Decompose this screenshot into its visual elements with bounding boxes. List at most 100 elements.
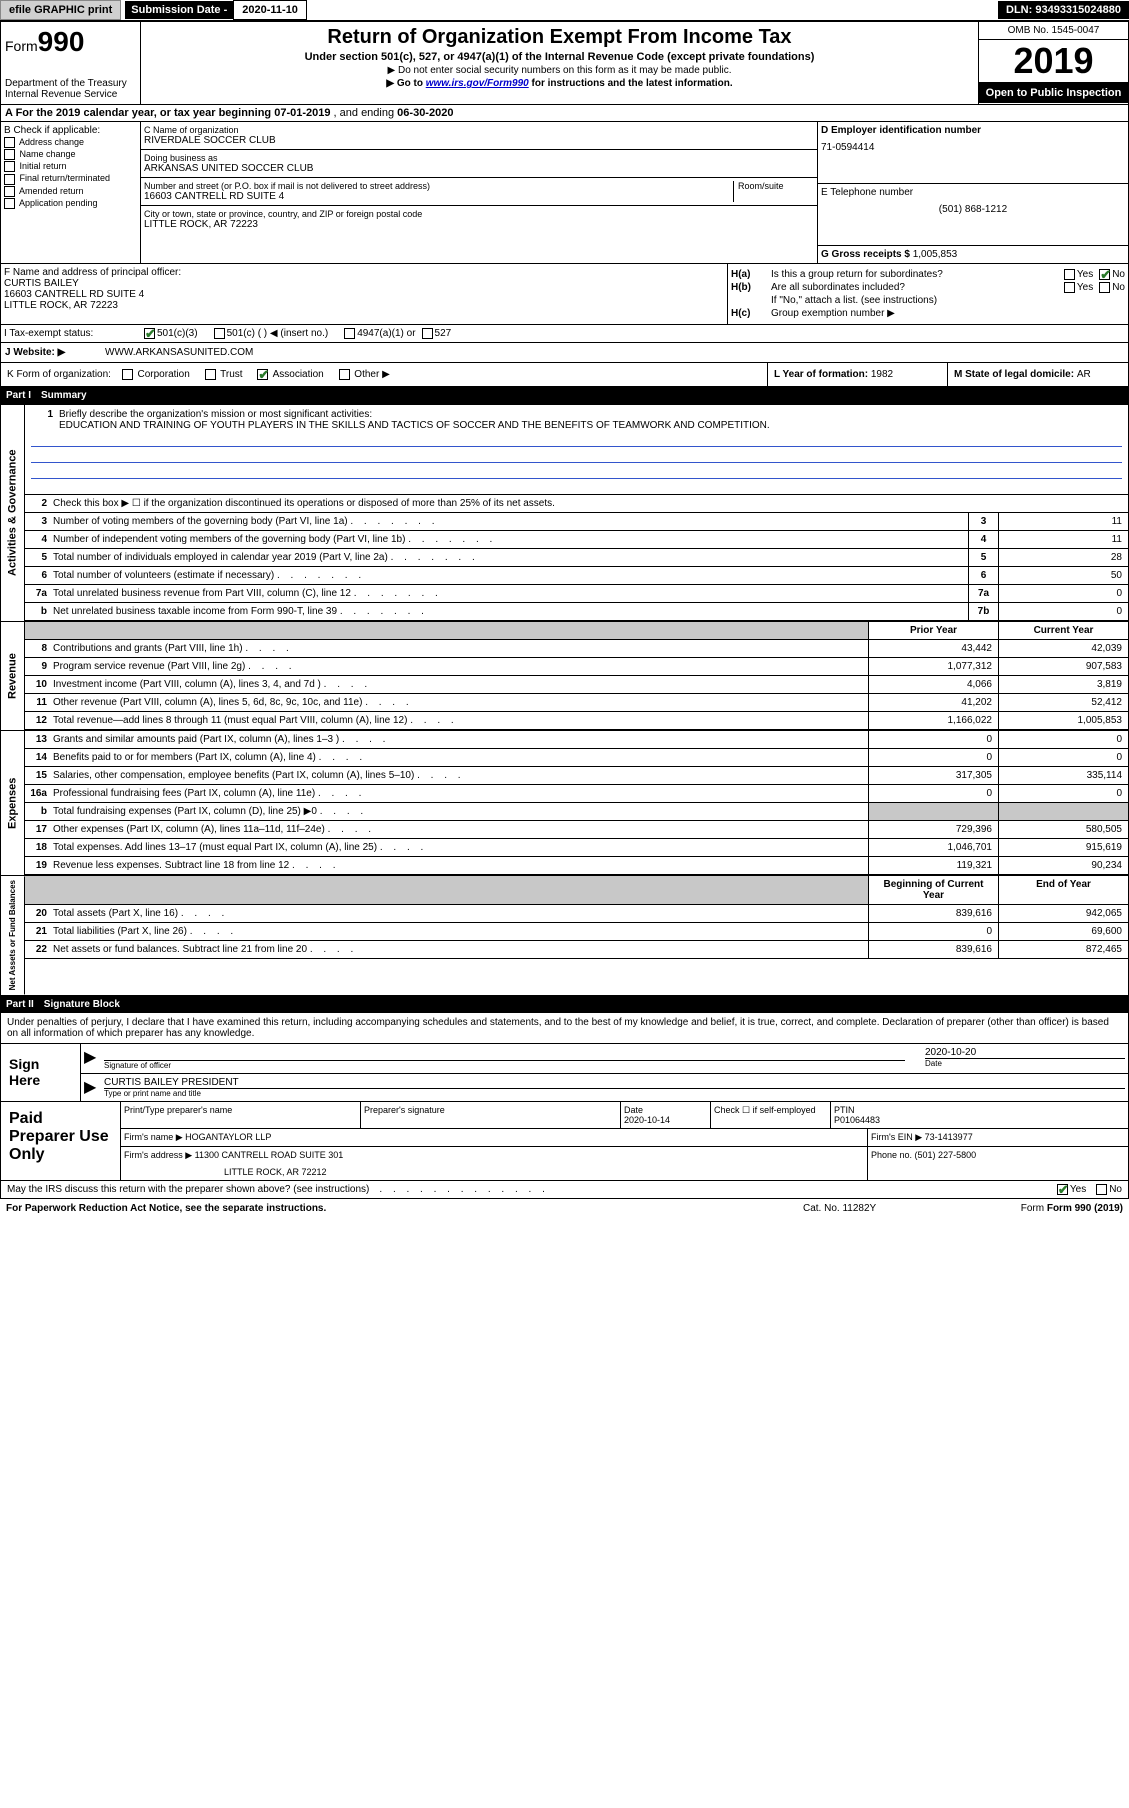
curr-val: 915,619 bbox=[998, 839, 1128, 856]
col-b-label: B Check if applicable: bbox=[4, 125, 137, 136]
prior-val: 119,321 bbox=[868, 857, 998, 874]
discuss-yes-checkbox[interactable] bbox=[1057, 1184, 1068, 1195]
sign-here-label: Sign Here bbox=[1, 1044, 81, 1101]
prep-line3: Firm's address ▶ 11300 CANTRELL ROAD SUI… bbox=[121, 1147, 1128, 1180]
colb-item: Initial return bbox=[4, 161, 137, 172]
line2-num: 2 bbox=[25, 498, 53, 509]
line-text: Number of independent voting members of … bbox=[53, 532, 968, 547]
status-527-checkbox[interactable] bbox=[422, 328, 433, 339]
prior-val: 0 bbox=[868, 923, 998, 940]
line-text: Benefits paid to or for members (Part IX… bbox=[53, 750, 868, 765]
org-name: RIVERDALE SOCCER CLUB bbox=[144, 135, 814, 146]
status-o2: 501(c) ( ) ◀ (insert no.) bbox=[227, 328, 329, 339]
line-num: 15 bbox=[25, 770, 53, 781]
colb-checkbox[interactable] bbox=[4, 198, 15, 209]
tax-year: 2019 bbox=[979, 40, 1128, 83]
curr-val: 0 bbox=[998, 749, 1128, 766]
line-num: 12 bbox=[25, 715, 53, 726]
status-o3: 4947(a)(1) or bbox=[357, 328, 415, 339]
hc-label: H(c) bbox=[731, 308, 771, 319]
financial-line: 8 Contributions and grants (Part VIII, l… bbox=[25, 640, 1128, 658]
hb-yes-checkbox[interactable] bbox=[1064, 282, 1075, 293]
curr-val: 872,465 bbox=[998, 941, 1128, 958]
k-other-checkbox[interactable] bbox=[339, 369, 350, 380]
ha-yes-checkbox[interactable] bbox=[1064, 269, 1075, 280]
instruction-1: ▶ Do not enter social security numbers o… bbox=[145, 65, 974, 76]
line-text: Other expenses (Part IX, column (A), lin… bbox=[53, 822, 868, 837]
line-text: Contributions and grants (Part VIII, lin… bbox=[53, 641, 868, 656]
firm-addr2: LITTLE ROCK, AR 72212 bbox=[124, 1167, 864, 1177]
line-text: Grants and similar amounts paid (Part IX… bbox=[53, 732, 868, 747]
prior-val: 1,046,701 bbox=[868, 839, 998, 856]
submission-date-label: Submission Date - bbox=[125, 1, 233, 19]
firm-phone-cell: Phone no. (501) 227-5800 bbox=[868, 1147, 1128, 1180]
section-bcdefg: B Check if applicable: Address change Na… bbox=[0, 122, 1129, 264]
net-header: Beginning of Current Year End of Year bbox=[25, 876, 1128, 905]
line-num: 3 bbox=[25, 516, 53, 527]
prior-year-header: Prior Year bbox=[868, 622, 998, 639]
status-501c3-checkbox[interactable] bbox=[144, 328, 155, 339]
line-val: 11 bbox=[998, 531, 1128, 548]
colb-checkbox[interactable] bbox=[4, 174, 15, 185]
status-501c-checkbox[interactable] bbox=[214, 328, 225, 339]
activity-line: 3 Number of voting members of the govern… bbox=[25, 513, 1128, 531]
goto-suffix: for instructions and the latest informat… bbox=[532, 78, 733, 89]
line-box: 3 bbox=[968, 513, 998, 530]
financial-line: 9 Program service revenue (Part VIII, li… bbox=[25, 658, 1128, 676]
financial-line: 15 Salaries, other compensation, employe… bbox=[25, 767, 1128, 785]
line-text: Total revenue—add lines 8 through 11 (mu… bbox=[53, 713, 868, 728]
curr-val bbox=[998, 803, 1128, 820]
financial-line: 20 Total assets (Part X, line 16) . . . … bbox=[25, 905, 1128, 923]
status-4947-checkbox[interactable] bbox=[344, 328, 355, 339]
discuss-no-checkbox[interactable] bbox=[1096, 1184, 1107, 1195]
hb-no-checkbox[interactable] bbox=[1099, 282, 1110, 293]
k-assoc-checkbox[interactable] bbox=[257, 369, 268, 380]
discuss-question: May the IRS discuss this return with the… bbox=[7, 1184, 369, 1195]
ha-no-checkbox[interactable] bbox=[1099, 269, 1110, 280]
subtitle: Under section 501(c), 527, or 4947(a)(1)… bbox=[145, 51, 974, 63]
h-ifno: If "No," attach a list. (see instruction… bbox=[731, 295, 1125, 306]
summary-activities: Activities & Governance 1 Briefly descri… bbox=[0, 404, 1129, 622]
sig-officer-line[interactable] bbox=[104, 1047, 905, 1061]
irs-link[interactable]: www.irs.gov/Form990 bbox=[426, 78, 529, 89]
line1-num: 1 bbox=[31, 409, 59, 420]
colb-checkbox[interactable] bbox=[4, 137, 15, 148]
k-trust-checkbox[interactable] bbox=[205, 369, 216, 380]
dba-label: Doing business as bbox=[144, 153, 814, 163]
colb-item: Address change bbox=[4, 137, 137, 148]
preparer-block: Paid Preparer Use Only Print/Type prepar… bbox=[0, 1102, 1129, 1181]
header-left: Form990 Department of the Treasury Inter… bbox=[1, 22, 141, 104]
prep-selfemp-label: Check ☐ if self-employed bbox=[711, 1102, 831, 1128]
officer-addr1: 16603 CANTRELL RD SUITE 4 bbox=[4, 289, 724, 300]
firm-name-cell: Firm's name ▶ HOGANTAYLOR LLP bbox=[121, 1129, 868, 1146]
efile-print-button[interactable]: efile GRAPHIC print bbox=[0, 0, 121, 20]
prep-name-label: Print/Type preparer's name bbox=[121, 1102, 361, 1128]
prep-line2: Firm's name ▶ HOGANTAYLOR LLP Firm's EIN… bbox=[121, 1129, 1128, 1147]
org-name-label: C Name of organization bbox=[144, 125, 814, 135]
prep-sig-label: Preparer's signature bbox=[361, 1102, 621, 1128]
k-o4: Other ▶ bbox=[354, 369, 389, 380]
colb-checkbox[interactable] bbox=[4, 149, 15, 160]
line-num: 19 bbox=[25, 860, 53, 871]
col-f: F Name and address of principal officer:… bbox=[1, 264, 728, 324]
line-text: Investment income (Part VIII, column (A)… bbox=[53, 677, 868, 692]
period-label: A For the 2019 calendar year, or tax yea… bbox=[5, 107, 274, 119]
curr-val: 0 bbox=[998, 785, 1128, 802]
firm-addr1: 11300 CANTRELL ROAD SUITE 301 bbox=[195, 1150, 344, 1160]
prep-date-label: Date bbox=[624, 1105, 707, 1115]
sig-date-value: 2020-10-20 bbox=[925, 1047, 1125, 1059]
sig-date-label: Date bbox=[925, 1059, 1125, 1068]
line-num: 21 bbox=[25, 926, 53, 937]
line-num: 9 bbox=[25, 661, 53, 672]
prior-val: 43,442 bbox=[868, 640, 998, 657]
colb-checkbox[interactable] bbox=[4, 186, 15, 197]
activity-line: 4 Number of independent voting members o… bbox=[25, 531, 1128, 549]
net-header-spacer bbox=[25, 876, 868, 904]
officer-name: CURTIS BAILEY bbox=[4, 278, 724, 289]
k-corp-checkbox[interactable] bbox=[122, 369, 133, 380]
h-b-line: H(b) Are all subordinates included? Yes … bbox=[731, 282, 1125, 293]
financial-line: 18 Total expenses. Add lines 13–17 (must… bbox=[25, 839, 1128, 857]
colb-checkbox[interactable] bbox=[4, 161, 15, 172]
firm-value: HOGANTAYLOR LLP bbox=[185, 1132, 271, 1142]
col-de: D Employer identification number 71-0594… bbox=[818, 122, 1128, 263]
